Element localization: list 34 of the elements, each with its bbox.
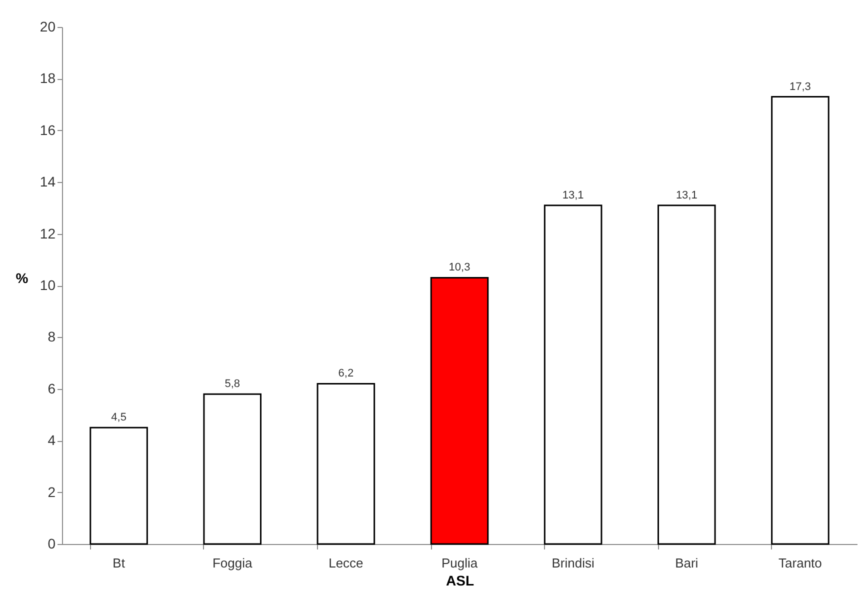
data-label: 5,8: [224, 378, 240, 390]
bar: [658, 204, 716, 545]
y-tick-label: 8: [48, 328, 56, 345]
data-label: 10,3: [448, 262, 470, 274]
y-tick-label: 4: [48, 432, 56, 448]
bar: [316, 382, 376, 545]
y-tick-label: 2: [48, 484, 56, 500]
y-tick-label: 12: [40, 225, 56, 242]
y-axis-title: %: [16, 270, 29, 286]
data-label: 13,1: [562, 189, 584, 202]
x-tick-label: Taranto: [778, 556, 822, 570]
y-tick-label: 10: [40, 277, 56, 293]
data-label: 17,3: [790, 80, 811, 93]
bar: [430, 276, 489, 545]
y-tick-label: 20: [40, 18, 56, 34]
y-tick-label: 18: [40, 70, 56, 86]
y-tick-label: 16: [40, 122, 56, 138]
data-label: 13,1: [676, 189, 698, 202]
bar: [544, 204, 602, 545]
y-tick-label: 6: [48, 380, 56, 396]
x-tick-label: Lecce: [328, 556, 364, 570]
data-label: 4,5: [111, 412, 126, 424]
bar: [203, 393, 262, 545]
x-tick-label: Brindisi: [552, 556, 594, 570]
x-axis-title: ASL: [446, 572, 474, 588]
bar: [90, 426, 148, 545]
x-tick-label: Puglia: [441, 556, 478, 570]
bar: [771, 96, 830, 545]
y-tick-label: 0: [48, 536, 56, 552]
x-tick-label: Bt: [112, 556, 126, 570]
x-tick-label: Foggia: [212, 556, 253, 570]
data-label: 6,2: [338, 368, 354, 380]
y-tick-label: 14: [40, 174, 56, 190]
x-tick-label: Bari: [675, 556, 698, 570]
